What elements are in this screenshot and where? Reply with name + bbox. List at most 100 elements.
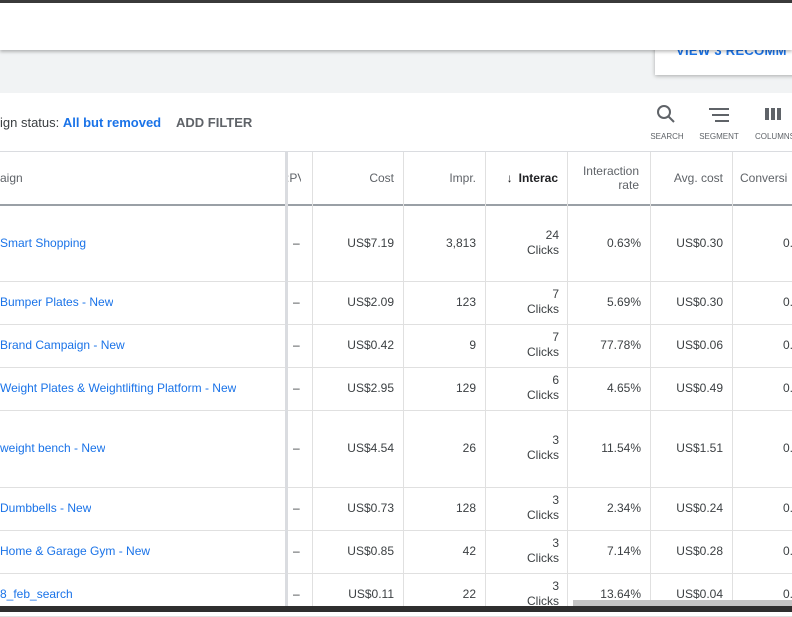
interactions: 3 (552, 579, 559, 593)
header-text: Interac (518, 171, 558, 185)
impressions: 22 (462, 587, 476, 601)
avg-cost: US$0.30 (676, 295, 723, 309)
header-text: Impr. (449, 171, 476, 185)
segment-icon[interactable] (709, 108, 729, 122)
interactions: 24 (545, 227, 559, 242)
avg-cost: US$1.51 (676, 441, 723, 455)
avg-cost: US$0.06 (676, 338, 723, 352)
interactions: 3 (552, 536, 559, 550)
campaign-name[interactable]: Smart Shopping (0, 235, 87, 250)
interaction-unit: Clicks (527, 551, 559, 565)
column-line (650, 152, 651, 612)
interaction-rate: 0.63% (606, 235, 641, 250)
campaign-name[interactable]: Bumper Plates - New (0, 295, 114, 309)
column-line (567, 152, 568, 612)
cost: US$0.42 (347, 338, 394, 352)
impressions: 26 (462, 441, 476, 455)
conversions: 0. (783, 338, 792, 352)
interactions: 3 (552, 493, 559, 507)
interaction-rate: 13.64% (600, 587, 641, 601)
scrollbar-thumb[interactable] (573, 600, 792, 606)
column-header[interactable]: Avg. cost (650, 152, 723, 204)
conversions: 0. (783, 381, 792, 395)
campaign-name[interactable]: Brand Campaign - New (0, 338, 125, 352)
interaction-rate: 11.54% (601, 441, 641, 455)
column-line (732, 152, 733, 612)
interaction-rate: 7.14% (606, 544, 641, 558)
cpv: – (293, 235, 300, 250)
filter-value: All but removed (62, 115, 162, 130)
tool-icons (657, 105, 781, 123)
column-header[interactable]: Interaction rate (567, 152, 639, 204)
sort-arrow: ↓ (506, 171, 513, 185)
interaction-rate: 77.78% (600, 338, 641, 352)
avg-cost: US$0.28 (676, 544, 723, 558)
impressions: 128 (455, 501, 476, 515)
column-header[interactable]: Impr. (403, 152, 476, 204)
column-header[interactable]: Conversi (740, 152, 792, 204)
interaction-rate: 4.65% (606, 381, 641, 395)
interaction-unit: Clicks (527, 594, 559, 608)
impressions: 129 (455, 381, 476, 395)
impressions: 9 (469, 338, 476, 352)
add-filter[interactable]: ADD FILTER (176, 115, 253, 130)
cpv: – (293, 587, 300, 601)
interaction-unit: Clicks (527, 448, 559, 462)
filter-bar (0, 93, 792, 152)
column-header[interactable]: ↓ Interac (485, 152, 558, 204)
interaction-unit: Clicks (527, 302, 559, 316)
cpv: – (293, 501, 300, 515)
header-text: Conversi (740, 171, 788, 185)
column-line (403, 152, 404, 612)
cpv: – (293, 338, 300, 352)
header-text: Interaction rate (582, 164, 639, 192)
filter-chip[interactable]: ign status: All but removed (0, 115, 161, 130)
row-border (0, 487, 792, 488)
tool-label[interactable]: COLUMNS (754, 132, 792, 141)
cpv: – (293, 441, 300, 455)
bottom-bar (0, 606, 792, 612)
header-text: Cost (369, 171, 394, 185)
filter-label: ign status: (0, 115, 60, 130)
row-border (0, 367, 792, 368)
conversions: 0. (783, 235, 792, 250)
campaign-name[interactable]: Weight Plates & Weightlifting Platform -… (0, 381, 237, 395)
campaign-name[interactable]: Home & Garage Gym - New (0, 544, 151, 558)
conversions: 0. (783, 295, 792, 309)
cpv: – (293, 381, 300, 395)
cost: US$2.09 (347, 295, 394, 309)
interaction-rate: 5.69% (606, 295, 641, 309)
cost: US$7.19 (347, 235, 394, 250)
search-icon[interactable] (657, 105, 675, 123)
row-border (0, 324, 792, 325)
row-border (0, 281, 792, 282)
cost: US$2.95 (347, 381, 394, 395)
interaction-unit: Clicks (527, 508, 559, 522)
conversions: 0. (783, 587, 792, 601)
columns-icon[interactable] (765, 108, 781, 120)
campaign-name[interactable]: Dumbbells - New (0, 501, 92, 515)
interaction-unit: Clicks (527, 345, 559, 359)
interactions: 7 (552, 330, 559, 344)
cost: US$0.11 (348, 587, 394, 601)
row-border (0, 573, 792, 574)
campaign-name[interactable]: 8_feb_search (0, 587, 73, 601)
column-header[interactable]: aign (0, 152, 276, 204)
row-border (0, 410, 792, 411)
interaction-unit: Clicks (527, 242, 559, 257)
impressions: 3,813 (445, 235, 476, 250)
header-text: aign (0, 171, 23, 185)
column-line (312, 152, 313, 612)
interaction-rate: 2.34% (606, 501, 641, 515)
campaign-name[interactable]: weight bench - New (0, 441, 106, 455)
column-header[interactable]: :PV (286, 152, 301, 204)
conversions: 0. (783, 441, 792, 455)
column-header[interactable]: Cost (312, 152, 394, 204)
cpv: – (293, 295, 300, 309)
cost: US$0.85 (347, 544, 394, 558)
interactions: 7 (552, 287, 559, 301)
column-line (485, 152, 486, 612)
tool-label[interactable]: SEGMENT (699, 132, 739, 141)
tool-label[interactable]: SEARCH (650, 132, 684, 141)
